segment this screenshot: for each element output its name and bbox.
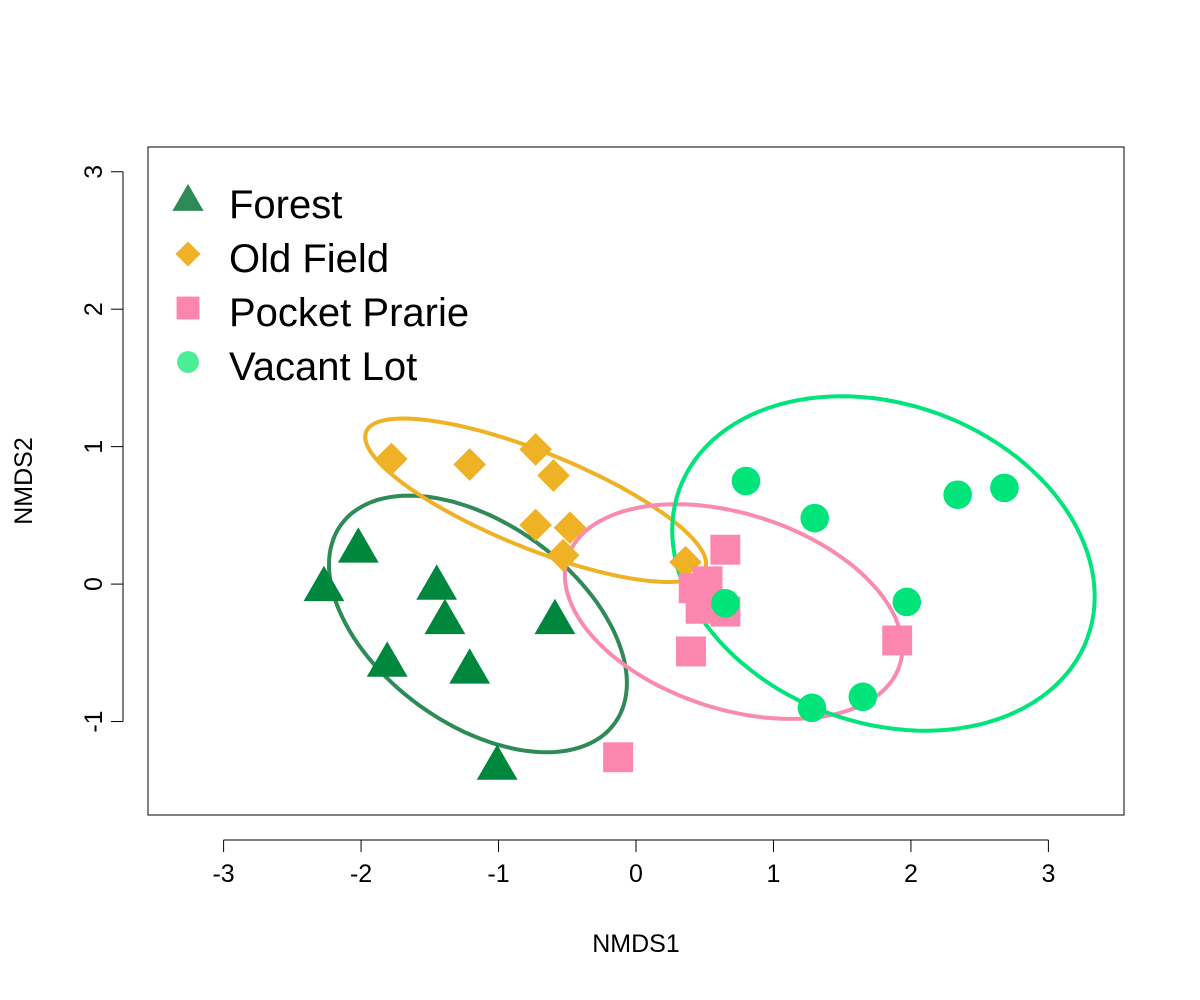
legend-marker-pocket-prarie [176,296,200,320]
y-tick-label: -1 [80,710,108,732]
point-vacant-lot-1 [731,466,761,496]
point-forest-8 [476,744,518,780]
point-vacant-lot-2 [800,503,829,533]
point-forest-3 [366,641,408,677]
x-tick-label: -2 [350,860,372,888]
legend: Forest Old Field Pocket Prarie Vacant Lot [172,183,469,389]
x-axis-label: NMDS1 [592,930,680,958]
point-vacant-lot-5 [711,589,740,618]
legend-label-pocket-prarie: Pocket Prarie [229,291,469,335]
y-tick-label: 1 [80,440,108,454]
ellipse-forest [326,493,629,755]
point-pocket-prarie-1 [710,534,741,565]
point-old-field-7 [546,538,580,572]
point-old-field-3 [519,433,552,466]
y-tick-label: 0 [80,577,108,591]
ellipse-vacant-lot [670,394,1097,733]
legend-label-old-field: Old Field [229,237,389,281]
axes-layer: -3 -2 -1 0 1 2 3 -1 0 1 2 3 [80,165,1055,888]
point-vacant-lot-8 [848,682,878,712]
legend-label-vacant-lot: Vacant Lot [229,345,417,389]
point-forest-2 [337,527,379,563]
ellipse-old-field [363,416,709,585]
point-old-field-5 [519,508,552,542]
points-layer [303,433,1019,780]
point-vacant-lot-7 [797,693,827,723]
legend-item-vacant-lot: Vacant Lot [177,345,417,389]
x-tick-label: 0 [629,860,643,888]
y-tick-label: 3 [80,165,108,179]
point-vacant-lot-4 [990,473,1019,503]
legend-item-pocket-prarie: Pocket Prarie [176,291,469,335]
point-forest-5 [424,598,466,635]
legend-marker-old-field [175,241,201,267]
point-pocket-prarie-7 [882,625,913,656]
x-tick-label: 3 [1041,860,1055,888]
point-old-field-2 [453,448,486,481]
y-axis-label: NMDS2 [10,437,38,525]
legend-marker-vacant-lot [177,351,199,373]
point-old-field-4 [537,459,570,492]
legend-label-forest: Forest [229,183,342,227]
point-vacant-lot-6 [892,587,922,617]
legend-item-forest: Forest [172,183,342,227]
plot-box [147,146,1125,816]
x-tick-label: 2 [904,860,918,888]
legend-item-old-field: Old Field [175,237,389,281]
point-forest-6 [449,648,491,684]
x-tick-label: -3 [212,860,234,888]
y-tick-label: 2 [80,302,108,316]
point-forest-7 [534,598,576,635]
x-tick-label: -1 [487,860,509,888]
point-forest-4 [416,564,458,600]
point-forest-1 [303,565,345,602]
point-old-field-1 [374,442,408,476]
point-vacant-lot-3 [943,480,972,510]
point-pocket-prarie-6 [676,636,706,667]
x-tick-label: 1 [767,860,781,888]
point-old-field-6 [553,511,587,545]
point-pocket-prarie-8 [603,742,634,773]
legend-marker-forest [172,183,204,211]
